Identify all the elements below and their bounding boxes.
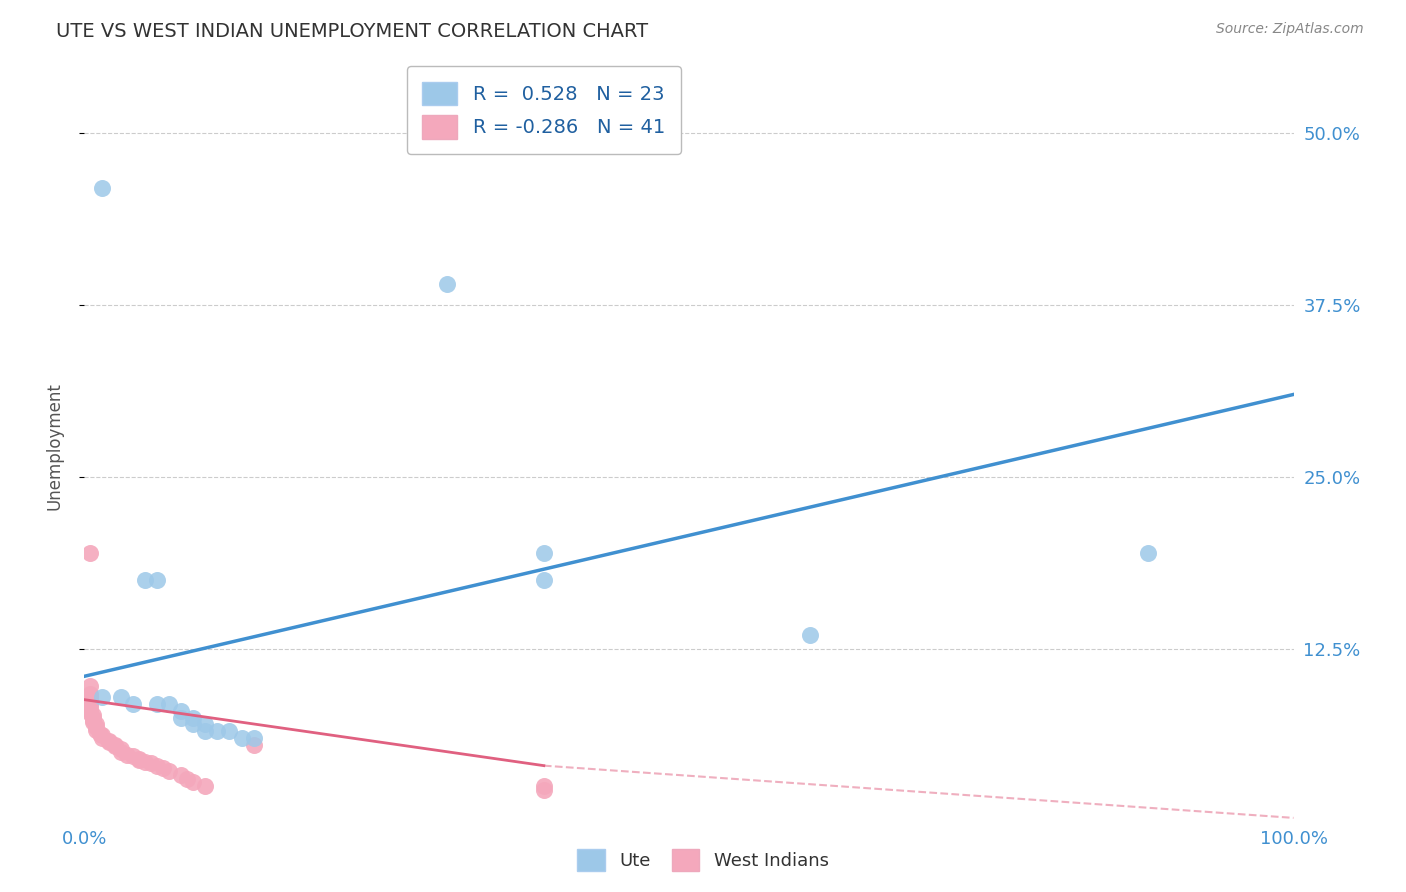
Point — [97, 735, 120, 749]
Point — [242, 731, 264, 746]
Point — [110, 742, 132, 756]
Point — [82, 707, 104, 722]
Point — [79, 704, 101, 718]
Point — [86, 723, 108, 737]
Point — [134, 573, 156, 587]
Point — [79, 699, 101, 714]
Text: Source: ZipAtlas.com: Source: ZipAtlas.com — [1216, 22, 1364, 37]
Point — [1137, 545, 1160, 559]
Point — [146, 697, 169, 711]
Point — [533, 783, 555, 797]
Point — [157, 764, 180, 779]
Point — [533, 573, 555, 587]
Legend: R =  0.528   N = 23, R = -0.286   N = 41: R = 0.528 N = 23, R = -0.286 N = 41 — [406, 66, 681, 154]
Point — [231, 731, 253, 746]
Point — [207, 724, 229, 739]
Point — [533, 779, 555, 793]
Point — [97, 734, 120, 748]
Point — [104, 738, 127, 752]
Point — [146, 758, 169, 772]
Point — [128, 753, 150, 767]
Point — [139, 756, 162, 770]
Point — [194, 779, 217, 793]
Y-axis label: Unemployment: Unemployment — [45, 382, 63, 510]
Point — [242, 738, 264, 752]
Point — [194, 724, 217, 739]
Point — [110, 690, 132, 704]
Point — [115, 747, 138, 762]
Point — [79, 706, 101, 721]
Point — [79, 690, 101, 704]
Point — [170, 768, 193, 782]
Point — [79, 697, 101, 711]
Point — [157, 697, 180, 711]
Point — [170, 704, 193, 718]
Point — [194, 717, 217, 731]
Point — [89, 727, 111, 741]
Point — [533, 545, 555, 559]
Point — [799, 628, 821, 642]
Point — [134, 755, 156, 769]
Point — [82, 710, 104, 724]
Point — [146, 573, 169, 587]
Point — [86, 720, 108, 734]
Point — [218, 724, 240, 739]
Point — [181, 775, 204, 789]
Point — [121, 697, 143, 711]
Text: UTE VS WEST INDIAN UNEMPLOYMENT CORRELATION CHART: UTE VS WEST INDIAN UNEMPLOYMENT CORRELAT… — [56, 22, 648, 41]
Point — [121, 749, 143, 764]
Point — [91, 181, 114, 195]
Point — [91, 728, 114, 742]
Point — [170, 710, 193, 724]
Point — [110, 745, 132, 759]
Point — [79, 679, 101, 693]
Point — [79, 545, 101, 559]
Point — [176, 772, 198, 787]
Point — [82, 714, 104, 729]
Point — [86, 717, 108, 731]
Point — [436, 277, 458, 292]
Point — [79, 687, 101, 701]
Point — [82, 713, 104, 727]
Point — [91, 731, 114, 746]
Point — [128, 752, 150, 766]
Point — [152, 761, 174, 775]
Point — [181, 717, 204, 731]
Legend: Ute, West Indians: Ute, West Indians — [571, 842, 835, 879]
Point — [181, 710, 204, 724]
Point — [104, 739, 127, 754]
Point — [79, 692, 101, 706]
Point — [91, 690, 114, 704]
